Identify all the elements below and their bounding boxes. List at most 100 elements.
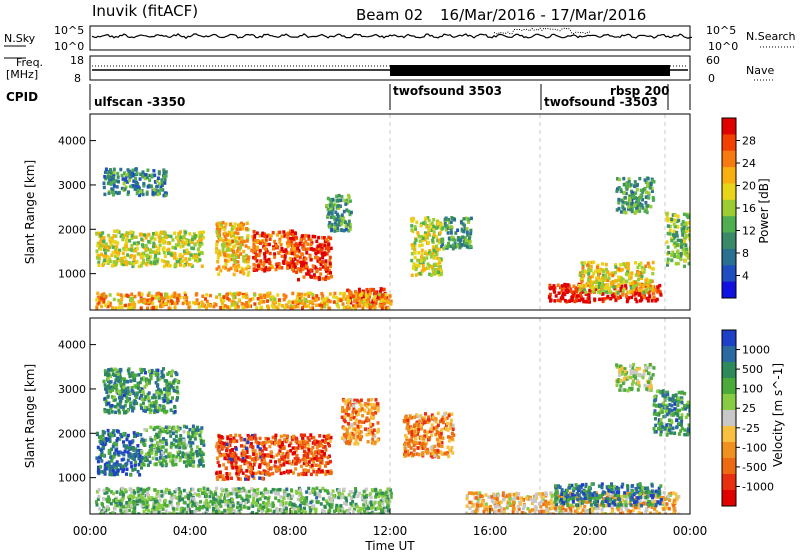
data-cell-power-13 — [324, 297, 327, 301]
data-cell-power-9 — [571, 291, 574, 295]
data-cell-velocity-0 — [138, 463, 141, 467]
data-cell-power-3 — [268, 261, 271, 265]
data-cell-power-13 — [304, 293, 307, 297]
data-cell-power-13 — [101, 293, 104, 297]
data-cell-power-4 — [305, 257, 308, 261]
data-cell-power-13 — [185, 296, 188, 300]
data-cell-power-2 — [222, 247, 225, 251]
data-cell-velocity-4 — [303, 450, 306, 454]
data-cell-power-7 — [440, 223, 443, 227]
data-cell-power-8 — [454, 245, 457, 249]
data-cell-velocity-3 — [259, 464, 262, 468]
data-cell-power-13 — [100, 305, 103, 309]
data-cell-velocity-1 — [155, 457, 158, 461]
data-cell-power-4 — [296, 262, 299, 266]
data-cell-power-7 — [433, 230, 436, 234]
data-cell-velocity-3 — [235, 466, 238, 470]
data-cell-velocity-1 — [141, 456, 144, 460]
data-cell-power-11 — [620, 210, 623, 214]
data-cell-power-7 — [421, 252, 424, 256]
data-cell-power-3 — [257, 264, 260, 268]
data-cell-power-0 — [185, 248, 188, 252]
data-cell-power-7 — [420, 224, 423, 228]
data-cell-power-5 — [341, 213, 344, 217]
data-cell-power-10 — [625, 273, 628, 277]
data-cell-velocity-0 — [126, 468, 129, 472]
data-cell-velocity-2 — [176, 379, 179, 383]
data-cell-power-10 — [605, 290, 608, 294]
data-cell-power-2 — [234, 240, 237, 244]
data-cell-power-2 — [228, 268, 231, 272]
data-cell-velocity-3 — [230, 477, 233, 481]
data-cell-power-13 — [113, 298, 116, 302]
data-cell-power-2 — [235, 256, 238, 260]
data-cell-power-2 — [247, 246, 250, 250]
data-cell-velocity-6 — [172, 507, 175, 511]
data-cell-power-11 — [633, 185, 636, 189]
data-cell-power-12 — [680, 245, 683, 249]
data-cell-power-7 — [416, 231, 419, 235]
freq-left-tick-low: 8 — [74, 72, 81, 85]
data-cell-velocity-4 — [324, 448, 327, 452]
data-cell-power-8 — [441, 226, 444, 230]
data-cell-power-10 — [648, 265, 651, 269]
data-cell-power-8 — [466, 227, 469, 231]
data-cell-power-2 — [215, 247, 218, 251]
data-cell-power-0 — [132, 262, 135, 266]
data-cell-velocity-5 — [361, 421, 364, 425]
noise-right-tick-low: 10^0 — [708, 40, 738, 53]
data-cell-power-4 — [316, 269, 319, 273]
data-cell-power-0 — [102, 240, 105, 244]
data-cell-velocity-1 — [179, 434, 182, 438]
data-cell-velocity-1 — [149, 449, 152, 453]
data-cell-power-10 — [595, 285, 598, 289]
data-cell-velocity-2 — [104, 369, 107, 373]
data-cell-power-4 — [303, 275, 306, 279]
data-cell-power-13 — [348, 299, 351, 303]
data-cell-power-5 — [348, 220, 351, 224]
data-cell-power-0 — [145, 248, 148, 252]
data-cell-velocity-3 — [235, 447, 238, 451]
data-cell-power-3 — [284, 255, 287, 259]
data-cell-power-10 — [595, 280, 598, 284]
data-cell-velocity-0 — [116, 437, 119, 441]
data-cell-power-10 — [647, 284, 650, 288]
data-cell-power-10 — [584, 284, 587, 288]
data-cell-velocity-1 — [191, 441, 194, 445]
data-cell-velocity-0 — [128, 446, 131, 450]
data-cell-power-2 — [222, 221, 225, 225]
data-cell-velocity-0 — [130, 465, 133, 469]
data-cell-velocity-5 — [344, 415, 347, 419]
data-cell-power-0 — [170, 235, 173, 239]
data-cell-velocity-1 — [152, 457, 155, 461]
data-cell-velocity-3 — [223, 442, 226, 446]
data-cell-velocity-0 — [128, 454, 131, 458]
data-cell-power-10 — [602, 270, 605, 274]
data-cell-velocity-4 — [271, 472, 274, 476]
data-cell-power-0 — [109, 260, 112, 264]
data-cell-velocity-4 — [270, 451, 273, 455]
data-cell-power-4 — [297, 278, 300, 282]
data-cell-power-2 — [222, 265, 225, 269]
data-cell-power-0 — [174, 252, 177, 256]
data-cell-power-4 — [295, 236, 298, 240]
freq-unit: [MHz] — [6, 68, 38, 81]
data-cell-velocity-2 — [113, 374, 116, 378]
data-cell-velocity-5 — [343, 427, 346, 431]
data-cell-power-4 — [313, 235, 316, 239]
data-cell-velocity-2 — [176, 386, 179, 390]
data-cell-velocity-2 — [169, 400, 172, 404]
data-cell-velocity-5 — [353, 442, 356, 446]
data-cell-velocity-2 — [173, 405, 176, 409]
data-cell-power-7 — [414, 251, 417, 255]
data-cell-power-13 — [140, 299, 143, 303]
data-cell-power-8 — [466, 245, 469, 249]
data-cell-velocity-3 — [257, 457, 260, 461]
data-cell-velocity-4 — [295, 437, 298, 441]
data-cell-velocity-3 — [230, 458, 233, 462]
data-cell-velocity-0 — [97, 446, 100, 450]
data-cell-power-8 — [462, 230, 465, 234]
data-cell-power-0 — [96, 244, 99, 248]
data-cell-power-7 — [415, 264, 418, 268]
data-cell-velocity-0 — [105, 439, 108, 443]
